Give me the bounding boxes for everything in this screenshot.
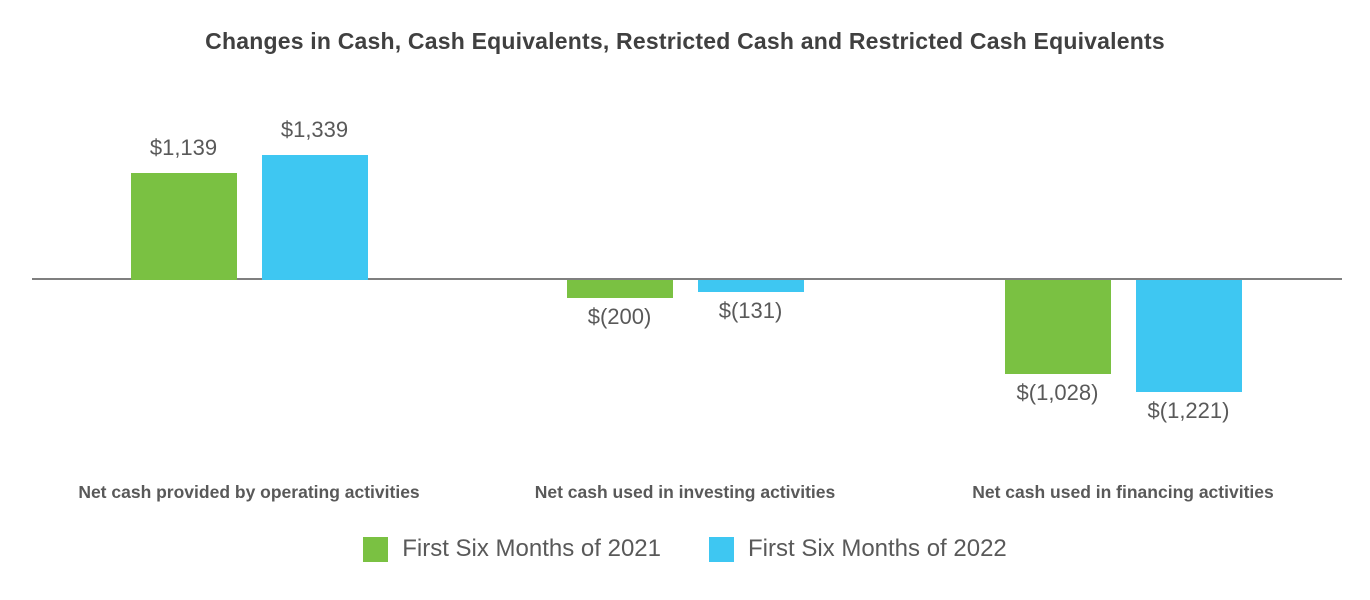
bar-2022-financing [1135,280,1242,392]
legend: First Six Months of 2021 First Six Months… [0,535,1370,563]
data-label-2021-operating: $1,139 [149,135,218,160]
legend-label-2022: First Six Months of 2022 [748,535,1007,562]
bar-2022-investing [697,280,804,292]
data-label-2022-operating: $1,339 [280,117,349,142]
data-label-2022-financing: $(1,221) [1147,398,1230,423]
bar-2021-financing [1004,280,1111,374]
bar-2022-operating [261,155,368,280]
legend-item-2021: First Six Months of 2021 [363,535,661,563]
bar-2021-operating [130,173,237,280]
legend-swatch-2022 [709,536,734,562]
data-label-2022-investing: $(131) [718,298,783,323]
category-label-operating: Net cash provided by operating activitie… [78,482,420,502]
category-label-investing: Net cash used in investing activities [534,482,836,502]
data-label-2021-financing: $(1,028) [1016,380,1099,405]
legend-swatch-2021 [363,536,389,562]
data-label-2021-investing: $(200) [587,304,652,329]
legend-label-2021: First Six Months of 2021 [402,535,661,562]
bar-2021-investing [566,280,673,298]
zero-axis-line [32,278,1342,280]
chart-title: Changes in Cash, Cash Equivalents, Restr… [205,28,1165,54]
category-label-financing: Net cash used in financing activities [972,482,1274,502]
legend-item-2022: First Six Months of 2022 [709,535,1007,563]
